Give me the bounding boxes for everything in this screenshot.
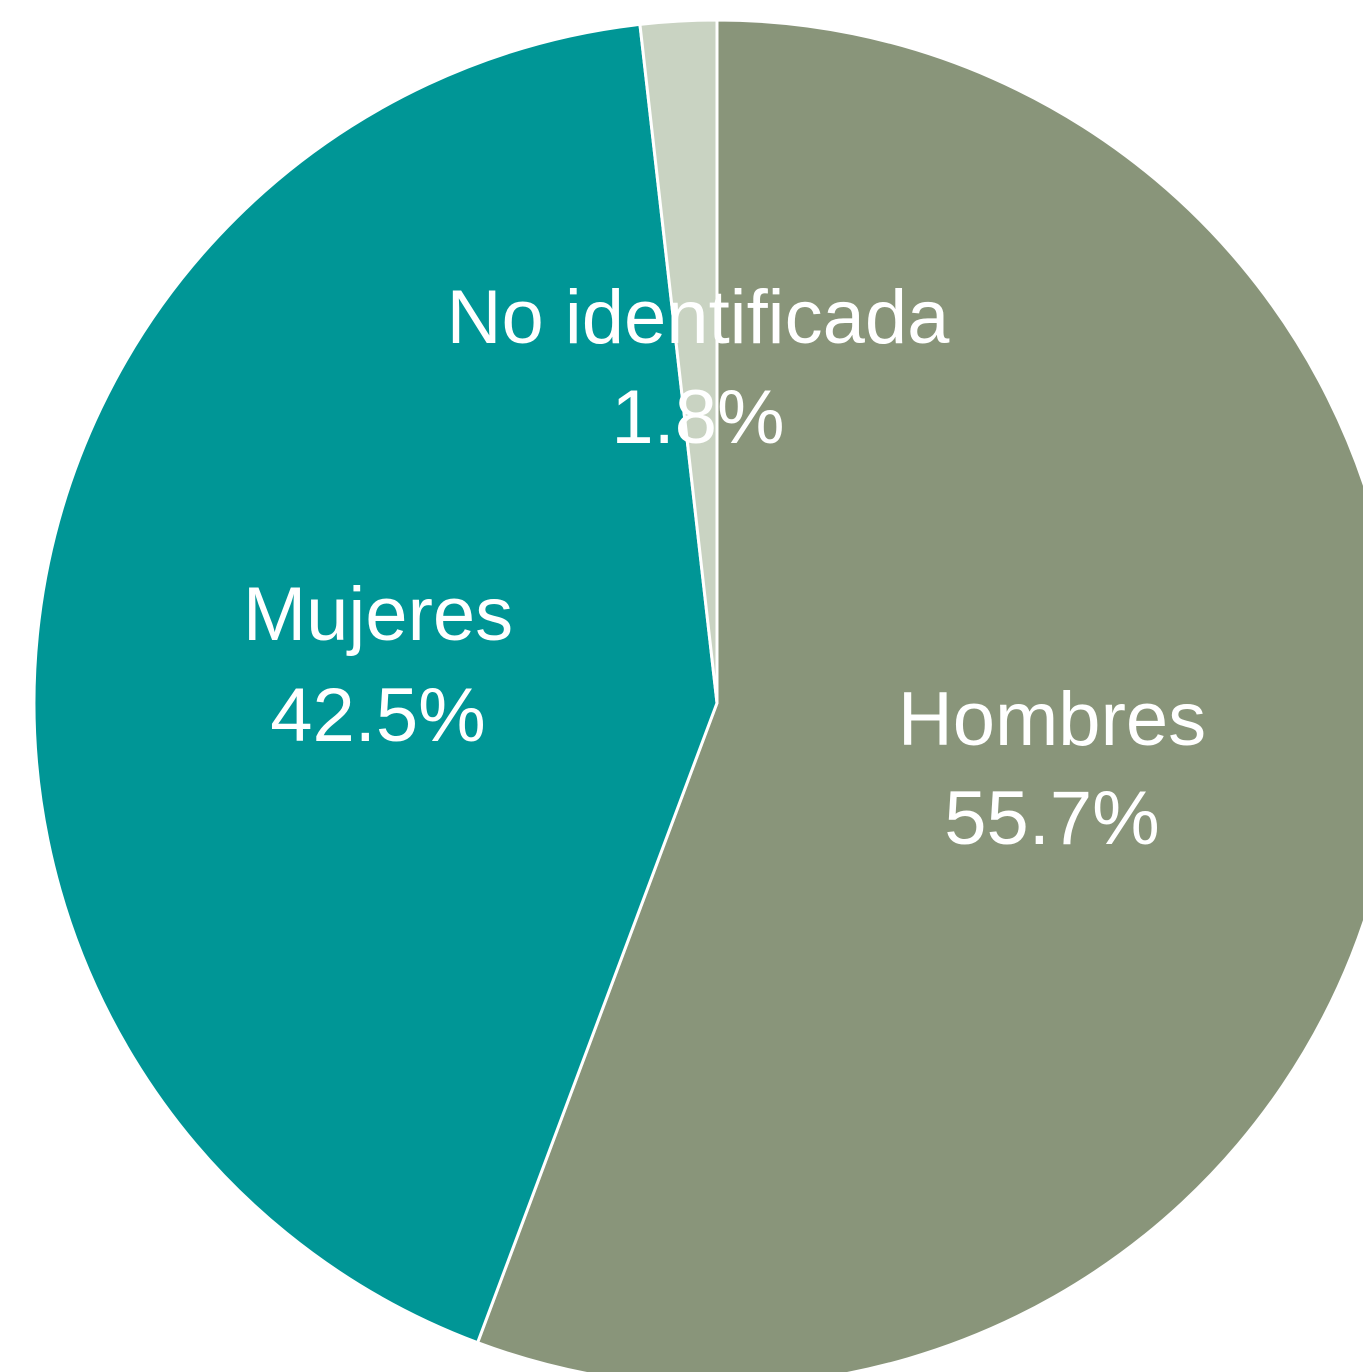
slice-value-mujeres: 42.5% <box>270 673 486 758</box>
pie-slice-no-identificada <box>638 18 719 704</box>
pie-slice-mujeres <box>32 22 719 1345</box>
pie-slices <box>32 18 1363 1372</box>
slice-name-hombres: Hombres <box>898 677 1206 762</box>
pie-labels: Hombres 55.7% Mujeres 42.5% No identific… <box>243 275 1206 861</box>
slice-label-mujeres: Mujeres <box>243 572 513 657</box>
slice-name-no-identificada: No identificada <box>447 275 950 360</box>
slice-label-no-identificada: No identificada <box>447 275 950 360</box>
slice-value-no-identificada: 1.8% <box>611 375 784 460</box>
slice-name-mujeres: Mujeres <box>243 572 513 657</box>
slice-label-hombres: Hombres <box>898 677 1206 762</box>
pie-slice-hombres <box>475 18 1363 1372</box>
slice-value-hombres: 55.7% <box>944 776 1160 861</box>
